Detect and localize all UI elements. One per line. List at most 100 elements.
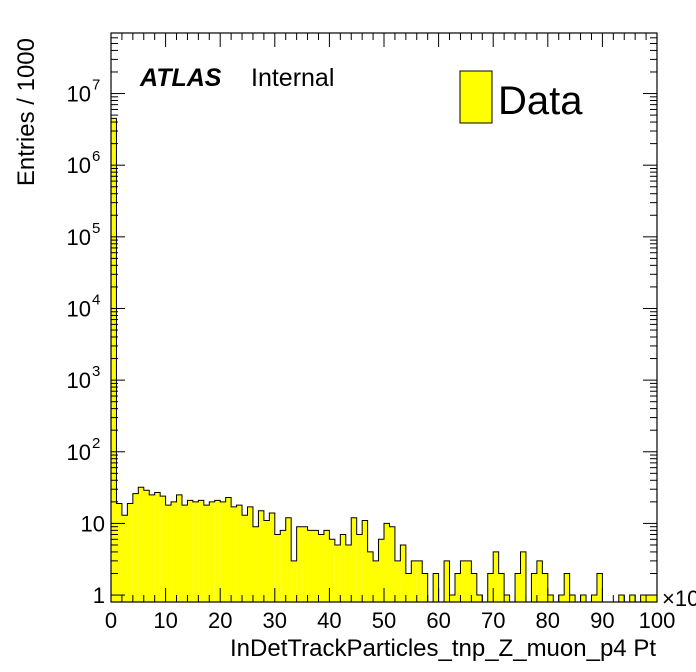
x-tick-label: 50: [372, 608, 396, 633]
x-tick-label: 100: [639, 608, 676, 633]
histogram-bar: [334, 544, 341, 602]
histogram-bar: [242, 515, 248, 602]
histogram-bar: [187, 500, 193, 602]
legend-swatch-data: [459, 70, 493, 124]
histogram-bar: [444, 560, 450, 602]
histogram-bar: [203, 505, 210, 602]
histogram-bar: [580, 595, 587, 602]
histogram-bar: [373, 560, 379, 602]
x-axis-title: InDetTrackParticles_tnp_Z_muon_p4 Pt: [230, 635, 656, 662]
y-tick-exponent: 5: [92, 220, 100, 237]
histogram-bar: [629, 595, 636, 602]
histogram-bar: [313, 530, 319, 602]
x-tick-label: 80: [536, 608, 560, 633]
histogram-bar: [192, 501, 199, 602]
x-axis-multiplier: ×10³: [662, 586, 696, 611]
x-tick-label: 0: [105, 608, 117, 633]
histogram-bar: [487, 573, 494, 602]
histogram-bar: [356, 534, 363, 602]
histogram-bar: [389, 526, 395, 602]
histogram-bar: [378, 539, 384, 602]
histogram-bar: [547, 595, 554, 602]
histogram-bar: [362, 520, 368, 602]
histogram-bar: [515, 573, 521, 602]
histogram-bar: [454, 573, 461, 602]
histogram-bar: [422, 573, 428, 602]
histogram-bar: [591, 595, 597, 602]
histogram-bar: [564, 573, 570, 602]
histogram-bar: [220, 501, 226, 602]
histogram-bar: [471, 573, 477, 602]
histogram-bar: [307, 530, 314, 602]
histogram-bar: [367, 551, 374, 602]
axis-ticks: [110, 32, 658, 602]
histogram-bar: [531, 573, 537, 602]
histogram-bar: [340, 534, 346, 602]
x-tick-label: 10: [153, 608, 177, 633]
y-tick-label: 10: [67, 296, 91, 321]
y-tick-exponent: 2: [92, 435, 100, 452]
histogram-bar: [536, 560, 543, 602]
histogram-bar: [520, 551, 526, 602]
histogram-bar: [384, 523, 390, 602]
histogram-bar: [165, 505, 172, 602]
y-tick-label: 10: [67, 440, 91, 465]
histogram-bar: [143, 490, 150, 602]
x-tick-label: 70: [481, 608, 505, 633]
histogram-bar: [449, 595, 455, 602]
x-tick-label: 30: [263, 608, 287, 633]
histogram-bar: [176, 494, 182, 602]
y-tick-label: 10: [67, 225, 91, 250]
histogram-bar: [476, 595, 483, 602]
y-axis-title: Entries / 1000: [13, 38, 40, 186]
histogram-bars: [110, 117, 658, 603]
histogram-bar: [214, 500, 221, 602]
histogram-bar: [405, 573, 412, 602]
histogram-bar: [132, 493, 139, 602]
histogram-bar: [504, 595, 510, 602]
histogram-bar: [302, 526, 308, 602]
histogram-bar: [400, 544, 406, 602]
histogram-bar: [127, 503, 133, 602]
histogram-bar: [263, 520, 270, 602]
histogram-bar: [121, 515, 128, 602]
histogram-bar: [460, 560, 466, 602]
histogram-bar: [569, 595, 576, 602]
histogram-bar: [394, 560, 401, 602]
histogram-bar: [493, 551, 499, 602]
histogram-bar: [318, 534, 324, 602]
histogram-bar: [465, 560, 472, 602]
y-tick-label: 10: [81, 511, 105, 536]
histogram-bar: [138, 487, 144, 602]
x-tick-label: 60: [426, 608, 450, 633]
histogram-bar: [236, 505, 243, 602]
y-tick-exponent: 6: [92, 148, 100, 165]
histogram-bar: [345, 544, 352, 602]
histogram-bar: [323, 530, 330, 602]
histogram-bar: [498, 573, 505, 602]
histogram-bar: [351, 517, 357, 602]
histogram-bar: [296, 526, 303, 602]
histogram-bar: [171, 501, 177, 602]
y-tick-label: 10: [67, 153, 91, 178]
histogram-bar: [225, 497, 232, 602]
x-tick-label: 40: [317, 608, 341, 633]
histogram-bar: [291, 560, 297, 602]
histogram-bar: [542, 573, 548, 602]
x-tick-labels: 0 10 20 30 40 50 60 70 80 90 100: [105, 608, 675, 633]
histogram-bar: [252, 526, 259, 602]
histogram-bar: [329, 539, 335, 602]
histogram-bar: [181, 505, 188, 602]
histogram-bar: [596, 573, 603, 602]
histogram-bar: [618, 595, 625, 602]
histogram-bar: [154, 492, 161, 602]
histogram-bar: [198, 500, 204, 602]
atlas-label: ATLAS: [139, 64, 222, 92]
histogram-bar: [411, 560, 417, 602]
histogram-bar: [116, 503, 122, 602]
y-tick-label: 10: [67, 368, 91, 393]
histogram-bar: [646, 595, 652, 602]
histogram-bar: [258, 510, 264, 602]
histogram-bar: [149, 494, 155, 602]
